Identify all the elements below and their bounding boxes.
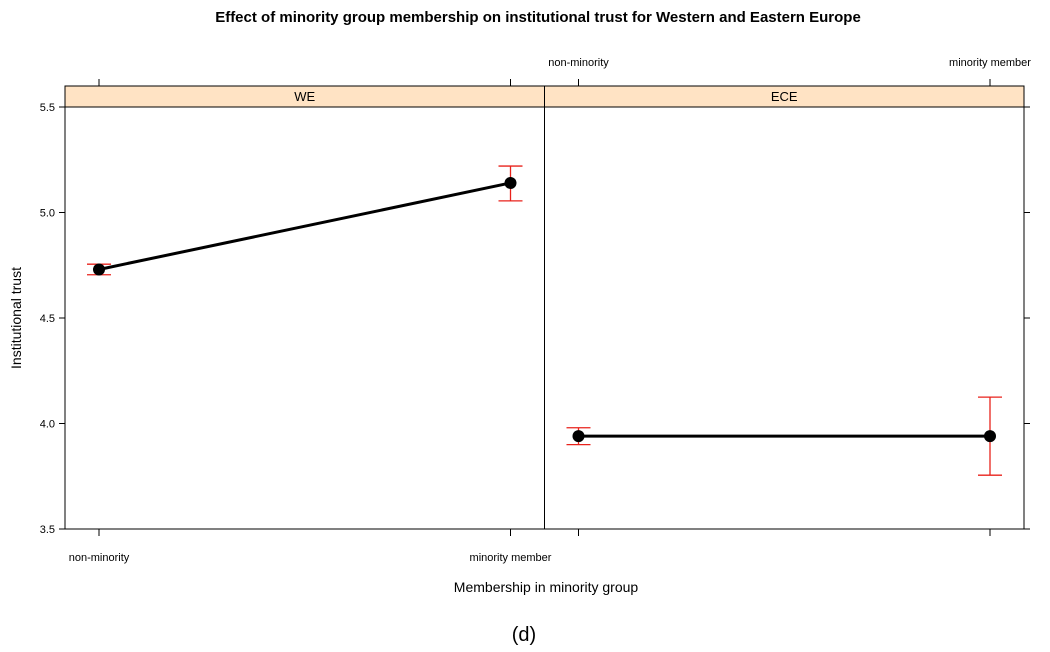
y-tick-label: 5.0 (40, 208, 55, 220)
chart-title: Effect of minority group membership on i… (215, 9, 861, 26)
y-tick-label: 4.0 (40, 419, 55, 431)
y-tick-label: 3.5 (40, 524, 55, 536)
x-axis-label: Membership in minority group (454, 579, 639, 595)
y-axis-label: Institutional trust (8, 267, 24, 369)
data-point (572, 430, 585, 443)
y-tick-label: 4.5 (40, 313, 55, 325)
strip-label: WE (294, 89, 315, 104)
y-tick-label: 5.5 (40, 102, 55, 114)
figure-caption: (d) (512, 624, 536, 646)
series-line (98, 181, 511, 271)
panel-we: WE (64, 85, 545, 276)
x-axis: non-minority minority member non-minority m… (69, 57, 1032, 564)
panels: WE ECE (64, 85, 1025, 529)
x-tick-label: non-minority (69, 552, 130, 564)
x-tick-label-top: minority member (949, 57, 1031, 69)
data-point (93, 263, 105, 276)
data-point (984, 430, 996, 443)
data-point (504, 176, 517, 189)
panel-ece: ECE (544, 85, 1025, 529)
x-tick-label-top: non-minority (548, 57, 609, 69)
x-tick-label: minority member (470, 552, 552, 564)
strip-label: ECE (771, 89, 798, 104)
y-axis: 3.5 4.0 4.5 5.0 5.5 (40, 102, 1030, 536)
